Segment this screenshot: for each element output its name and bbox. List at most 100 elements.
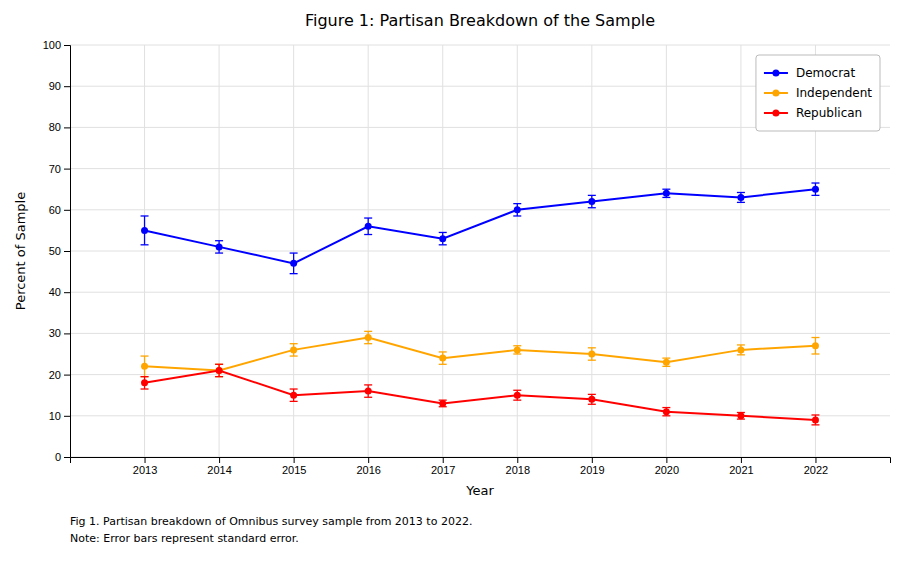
error-bar-cap xyxy=(439,351,447,352)
error-bar-cap xyxy=(141,376,149,377)
error-bar-cap xyxy=(141,215,149,216)
tick-label: 2019 xyxy=(580,464,604,476)
error-bar xyxy=(290,344,298,356)
grid-line-x xyxy=(740,45,741,457)
error-bar xyxy=(215,241,223,253)
tick-mark xyxy=(666,457,667,463)
grid xyxy=(70,45,890,457)
tick-mark xyxy=(368,457,369,463)
legend-label: Independent xyxy=(796,86,872,100)
series xyxy=(141,364,820,425)
tick-label: 90 xyxy=(49,80,61,92)
line xyxy=(145,370,816,419)
tick-label: 40 xyxy=(49,286,61,298)
error-bar-cap xyxy=(811,337,819,338)
point xyxy=(365,223,372,230)
point xyxy=(216,243,223,250)
tick: 2017 xyxy=(431,457,455,476)
line xyxy=(145,189,816,263)
point xyxy=(663,408,670,415)
error-bar-cap xyxy=(290,252,298,253)
error-bar-cap xyxy=(364,384,372,385)
error-bar-cap xyxy=(588,404,596,405)
tick-mark xyxy=(64,127,70,128)
grid-line-x xyxy=(666,45,667,457)
error-bar-cap xyxy=(364,343,372,344)
error-bar-cap xyxy=(737,354,745,355)
tick: 10 xyxy=(49,410,70,422)
error-bar xyxy=(811,183,819,195)
error-bar xyxy=(364,331,372,343)
tick-mark xyxy=(64,333,70,334)
point xyxy=(290,260,297,267)
tick: 0 xyxy=(55,451,70,463)
tick-mark xyxy=(64,45,70,46)
point xyxy=(737,346,744,353)
tick-mark xyxy=(64,292,70,293)
y-axis: 0102030405060708090100 xyxy=(43,39,71,463)
error-bar-cap xyxy=(588,394,596,395)
point xyxy=(588,396,595,403)
error-bar-cap xyxy=(588,207,596,208)
error-bar-cap xyxy=(811,195,819,196)
legend-label: Democrat xyxy=(796,66,856,80)
grid-line-y xyxy=(70,251,890,252)
error-bar-cap xyxy=(141,376,149,377)
error-bar-cap xyxy=(737,344,745,345)
error-bar-cap xyxy=(513,345,521,346)
tick: 50 xyxy=(49,245,70,257)
error-bar xyxy=(513,390,521,400)
tick: 2018 xyxy=(506,457,530,476)
tick: 80 xyxy=(49,121,70,133)
grid-line-x xyxy=(591,45,592,457)
point xyxy=(365,388,372,395)
grid-line-x xyxy=(144,45,145,457)
point xyxy=(439,235,446,242)
error-bar-cap xyxy=(811,414,819,415)
legend: DemocratIndependentRepublican xyxy=(756,55,880,131)
tick-mark xyxy=(64,375,70,376)
error-bar xyxy=(811,338,819,354)
error-bar-cap xyxy=(290,273,298,274)
legend-marker xyxy=(772,110,779,117)
axis-line xyxy=(64,46,71,458)
point xyxy=(812,342,819,349)
error-bar xyxy=(662,358,670,366)
tick: 2014 xyxy=(207,457,231,476)
tick-label: 2015 xyxy=(282,464,306,476)
error-bar-cap xyxy=(215,240,223,241)
point xyxy=(216,367,223,374)
tick: 60 xyxy=(49,204,70,216)
error-bar-cap xyxy=(215,364,223,365)
error-bar-cap xyxy=(141,388,149,389)
axis-line xyxy=(71,458,891,464)
tick-mark xyxy=(64,457,70,458)
tick-label: 2021 xyxy=(729,464,753,476)
error-bar-cap xyxy=(364,331,372,332)
error-bar xyxy=(215,364,223,376)
error-bar-cap xyxy=(811,182,819,183)
tick-label: 100 xyxy=(43,39,61,51)
x-axis: 2013201420152016201720182019202020212022 xyxy=(71,457,891,476)
point xyxy=(141,379,148,386)
error-bar xyxy=(364,218,372,234)
tick: 2019 xyxy=(580,457,604,476)
legend-item: Democrat xyxy=(764,66,856,80)
tick-mark xyxy=(64,251,70,252)
error-bar-cap xyxy=(290,343,298,344)
tick-mark xyxy=(517,457,518,463)
tick: 40 xyxy=(49,286,70,298)
error-bar-cap xyxy=(513,390,521,391)
tick-mark xyxy=(219,457,220,463)
grid-line-x xyxy=(219,45,220,457)
point xyxy=(737,412,744,419)
tick: 2016 xyxy=(356,457,380,476)
error-bar-cap xyxy=(513,353,521,354)
tick: 2020 xyxy=(655,457,679,476)
x-axis-title: Year xyxy=(465,483,494,498)
error-bar-cap xyxy=(588,360,596,361)
tick-mark xyxy=(64,86,70,87)
tick: 2013 xyxy=(133,457,157,476)
tick-mark xyxy=(145,457,146,463)
error-bar-cap xyxy=(364,234,372,235)
